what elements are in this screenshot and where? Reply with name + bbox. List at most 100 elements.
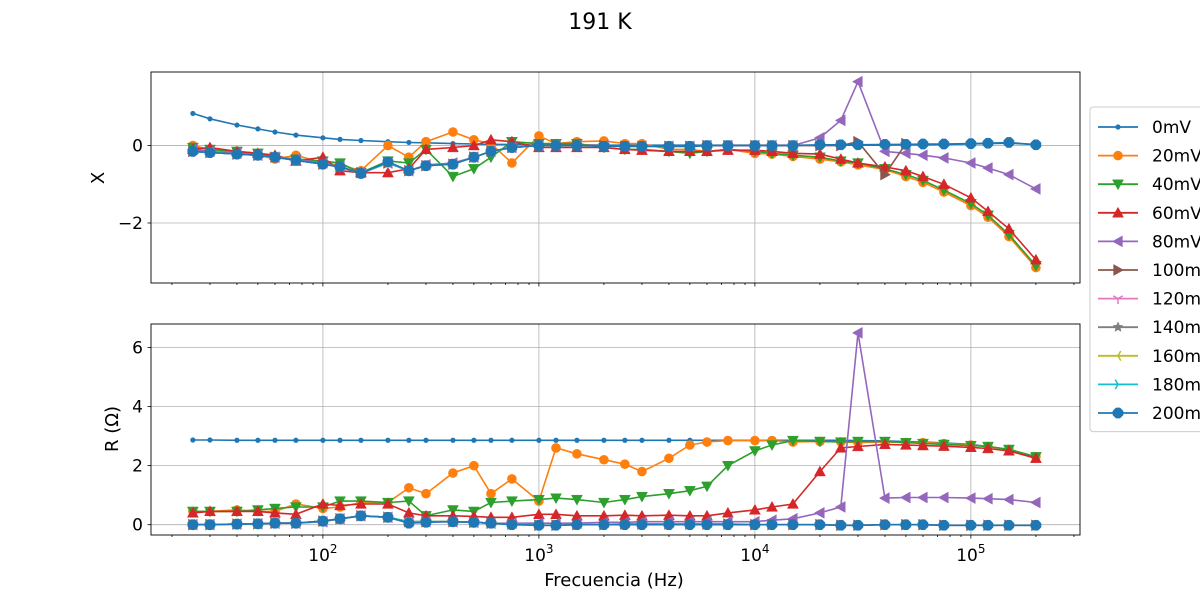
data-point [1029, 182, 1041, 195]
data-point [965, 138, 977, 149]
data-point [450, 437, 456, 443]
data-point [814, 139, 826, 151]
series-200mV [187, 137, 1042, 179]
legend-entry: 160mV [1098, 347, 1200, 367]
data-point [852, 440, 864, 452]
data-point [320, 135, 326, 141]
legend-entry: 140mV [1098, 318, 1200, 338]
r-axis-ylabel: R (Ω) [102, 406, 123, 452]
series-20mV [188, 435, 1041, 517]
legend-marker [1113, 150, 1123, 161]
series-line-200mV [192, 514, 1036, 527]
reactance-axes-frame [150, 71, 1081, 284]
data-point [787, 147, 799, 158]
x-tick-exponent: 3 [546, 542, 554, 556]
series-100mV [188, 509, 1042, 532]
data-point [551, 443, 561, 453]
data-point [721, 461, 734, 472]
series-60mV [186, 438, 1042, 522]
data-point [207, 116, 213, 122]
data-point [879, 438, 891, 450]
data-point [663, 141, 675, 152]
data-point [982, 205, 994, 217]
data-point [684, 519, 696, 531]
series-line-0mV [192, 112, 1036, 146]
series-line-200mV [192, 141, 1036, 175]
data-point [355, 168, 367, 179]
data-point [532, 508, 545, 519]
data-point [834, 441, 847, 453]
legend-label: 20mV [1152, 147, 1200, 167]
data-point [317, 515, 329, 527]
data-point [536, 437, 542, 443]
legend-marker [1112, 179, 1124, 191]
data-point [787, 497, 799, 509]
data-point [507, 158, 517, 168]
series-80mV [186, 326, 1041, 531]
legend-entry: 180mV [1098, 375, 1200, 395]
data-point [383, 140, 393, 151]
legend-entry: 40mV [1098, 175, 1200, 195]
data-point [358, 437, 364, 443]
data-point [599, 454, 609, 465]
data-point [447, 171, 459, 183]
legend-entry: 60mV [1098, 204, 1200, 224]
data-point [916, 149, 928, 162]
data-point [553, 437, 559, 443]
data-point [598, 141, 610, 152]
data-point [834, 153, 847, 164]
data-point [683, 486, 696, 497]
data-point [404, 482, 414, 493]
legend-label: 160mV [1152, 347, 1200, 367]
data-point [382, 166, 394, 178]
data-point [766, 500, 778, 512]
series-200mV [187, 510, 1042, 531]
series-line-60mV [192, 443, 1037, 519]
data-point [406, 437, 412, 443]
data-point [851, 75, 863, 88]
data-point [937, 440, 950, 451]
legend-marker [1112, 407, 1124, 419]
data-point [749, 140, 761, 151]
data-point [601, 437, 607, 443]
data-point [835, 519, 847, 531]
data-point [488, 437, 494, 443]
data-point [937, 152, 949, 164]
data-point [938, 519, 950, 531]
frequency-xlabel: Frecuencia (Hz) [544, 570, 684, 591]
data-point [813, 436, 826, 448]
reactance-series [186, 75, 1042, 273]
y-tick-label: 2 [132, 457, 143, 477]
data-point [190, 110, 196, 117]
data-point [252, 518, 264, 530]
data-point [852, 519, 864, 531]
data-point [190, 437, 196, 443]
legend-marker [1112, 206, 1124, 218]
data-point [471, 437, 477, 443]
data-point [534, 131, 544, 141]
data-point [403, 517, 415, 529]
data-point [447, 141, 459, 153]
data-point [509, 437, 515, 443]
data-point [269, 151, 281, 163]
data-point [334, 513, 346, 525]
data-point [981, 162, 993, 174]
x-tick-label: 104 [740, 542, 769, 566]
data-point [852, 139, 864, 151]
data-point [1003, 444, 1015, 456]
data-point [293, 437, 299, 443]
data-point [385, 437, 391, 443]
data-point [701, 519, 713, 531]
data-point [382, 511, 394, 523]
x-tick-label: 103 [524, 542, 553, 566]
data-point [878, 492, 890, 505]
data-point [420, 143, 432, 155]
data-point [814, 519, 826, 531]
legend-label: 60mV [1152, 204, 1200, 224]
data-point [964, 157, 976, 169]
data-point [420, 160, 432, 172]
reactance-plot: 0 −2 [118, 71, 1081, 287]
data-point [880, 168, 891, 181]
